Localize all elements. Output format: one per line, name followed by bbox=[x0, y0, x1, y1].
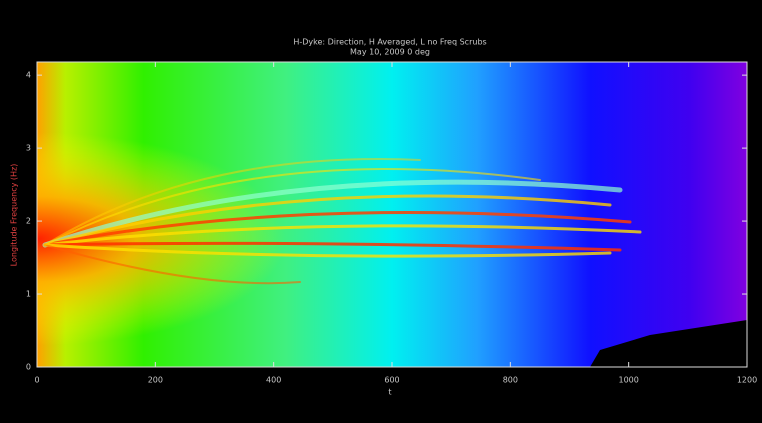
chart-title: H-Dyke: Direction, H Averaged, L no Freq… bbox=[293, 38, 486, 47]
x-tick-label: 600 bbox=[384, 376, 399, 385]
x-tick-label: 400 bbox=[266, 376, 281, 385]
x-tick-label: 0 bbox=[34, 376, 39, 385]
y-tick-label: 2 bbox=[26, 217, 31, 226]
x-tick-label: 800 bbox=[503, 376, 518, 385]
y-tick-label: 4 bbox=[26, 71, 31, 80]
chart-subtitle: May 10, 2009 0 deg bbox=[350, 48, 430, 57]
x-axis-label: t bbox=[388, 388, 391, 397]
y-axis-label: Longitude Frequency (Hz) bbox=[10, 164, 19, 267]
x-tick-label: 200 bbox=[148, 376, 163, 385]
y-tick-label: 3 bbox=[26, 144, 31, 153]
y-tick-label: 0 bbox=[26, 363, 31, 372]
x-tick-label: 1200 bbox=[737, 376, 757, 385]
heatmap bbox=[37, 62, 747, 367]
y-tick-label: 1 bbox=[26, 290, 31, 299]
x-tick-label: 1000 bbox=[618, 376, 638, 385]
